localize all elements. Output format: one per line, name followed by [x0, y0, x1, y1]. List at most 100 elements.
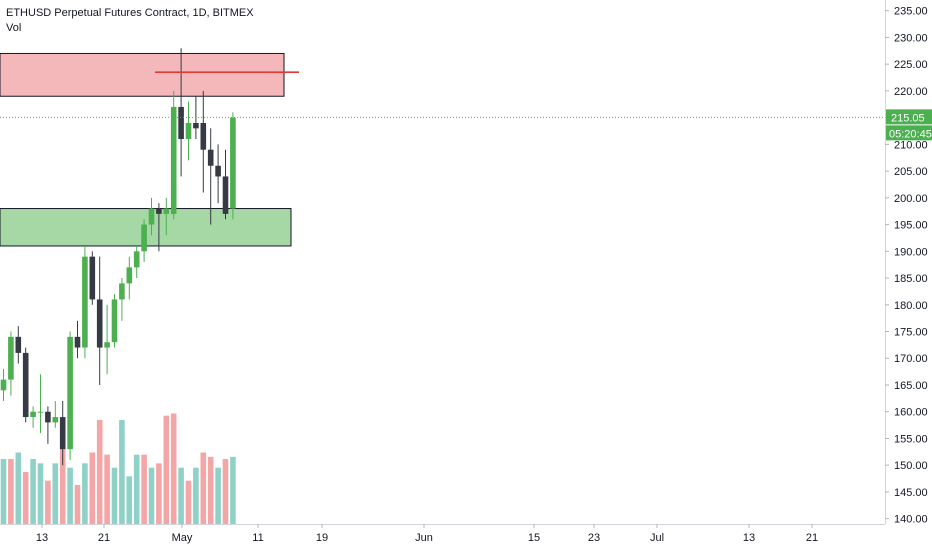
candle-body[interactable] [215, 165, 221, 177]
candle-body[interactable] [15, 336, 22, 353]
candle-body[interactable] [133, 251, 140, 268]
volume-bar [178, 467, 184, 524]
volume-bar [30, 459, 36, 524]
candle-body[interactable] [163, 208, 170, 214]
x-tick-label: 19 [316, 532, 328, 544]
y-tick-label: 155.00 [894, 433, 928, 445]
x-tick-label: 21 [806, 532, 818, 544]
candle-body[interactable] [185, 122, 192, 140]
y-tick-label: 225.00 [894, 59, 928, 71]
x-tick-label: Jul [650, 532, 664, 544]
candle-body[interactable] [111, 299, 118, 343]
candle-body[interactable] [230, 117, 236, 209]
supply-zone[interactable] [0, 52, 285, 97]
candle-body[interactable] [0, 379, 7, 391]
candle-body[interactable] [148, 208, 155, 225]
volume-bar [126, 476, 133, 524]
volume-bar [96, 420, 103, 524]
y-tick-label: 160.00 [894, 407, 928, 419]
x-tick-label: 15 [528, 532, 540, 544]
candle-body[interactable] [59, 417, 66, 450]
candle-body[interactable] [67, 336, 73, 450]
x-tick-label: 11 [252, 532, 263, 544]
x-tick-label: 23 [588, 532, 600, 544]
countdown-tag [886, 125, 932, 141]
candle-body[interactable] [200, 122, 207, 150]
y-tick-label: 175.00 [894, 327, 928, 339]
candle-body[interactable] [22, 352, 29, 418]
candle-body[interactable] [126, 267, 133, 284]
price-tag [886, 109, 932, 125]
candle-body[interactable] [37, 411, 44, 413]
volume-bar [207, 456, 214, 524]
volume-bar [111, 467, 118, 524]
candle-body[interactable] [52, 417, 59, 423]
candle-body[interactable] [119, 283, 125, 300]
volume-bar [0, 459, 7, 524]
chart-legend: ETHUSD Perpetual Futures Contract, 1D, B… [6, 6, 254, 36]
volume-bar [67, 467, 73, 524]
candle-body[interactable] [156, 208, 162, 214]
volume-bar [82, 463, 88, 524]
candle-body[interactable] [207, 149, 214, 166]
volume-bar [200, 452, 207, 524]
y-tick-label: 150.00 [894, 460, 928, 472]
candle-body[interactable] [222, 176, 229, 214]
y-tick-label: 145.00 [894, 487, 928, 499]
volume-bar [163, 415, 170, 524]
candle-body[interactable] [170, 106, 177, 214]
y-tick-label: 190.00 [894, 246, 928, 258]
volume-bar [104, 454, 110, 524]
x-tick-label: 13 [36, 532, 48, 544]
volume-label: Vol [6, 22, 22, 34]
volume-bar [15, 452, 22, 524]
y-tick-label: 210.00 [894, 139, 928, 151]
volume-bar [119, 420, 125, 524]
volume-bar [89, 452, 96, 524]
price-tag-label: 215.05 [891, 112, 925, 124]
candle-body[interactable] [193, 122, 199, 129]
candle-body[interactable] [178, 106, 184, 140]
y-tick-label: 205.00 [894, 166, 928, 178]
volume-bar [45, 480, 51, 524]
volume-bar [22, 472, 29, 524]
y-tick-label: 180.00 [894, 300, 928, 312]
volume-bar [74, 485, 81, 524]
candle-body[interactable] [8, 336, 14, 380]
symbol-title: ETHUSD Perpetual Futures Contract, 1D, B… [6, 7, 254, 19]
candle-body[interactable] [45, 411, 51, 423]
volume-bar [170, 413, 177, 524]
candle-body[interactable] [30, 411, 36, 418]
volume-bar [215, 467, 221, 524]
y-tick-label: 140.00 [894, 514, 928, 526]
volume-bar [133, 454, 140, 524]
volume-bar [141, 454, 147, 524]
volume-bar [222, 459, 229, 524]
volume-bar [52, 463, 59, 524]
y-tick-label: 220.00 [894, 86, 928, 98]
y-tick-label: 185.00 [894, 273, 928, 285]
candle-body[interactable] [74, 336, 81, 348]
y-tick-label: 235.00 [894, 6, 928, 18]
candle-body[interactable] [82, 256, 88, 348]
volume-bar [230, 456, 236, 524]
volume-bar [148, 467, 155, 524]
volume-bar [193, 467, 199, 524]
candle-body[interactable] [96, 299, 103, 348]
y-tick-label: 195.00 [894, 220, 928, 232]
x-tick-label: Jun [415, 532, 433, 544]
x-tick-label: 13 [743, 532, 755, 544]
x-tick-label: May [172, 532, 193, 544]
volume-bar [156, 463, 162, 524]
volume-bar [185, 480, 192, 524]
y-tick-label: 170.00 [894, 353, 928, 365]
volume-bar [37, 463, 44, 524]
candle-body[interactable] [141, 224, 147, 252]
candle-body[interactable] [104, 342, 110, 348]
x-tick-label: 21 [98, 532, 110, 544]
volume-bar [59, 446, 66, 524]
countdown-label: 05:20:45 [889, 128, 932, 140]
candle-body[interactable] [89, 256, 96, 300]
volume-bar [8, 459, 14, 524]
